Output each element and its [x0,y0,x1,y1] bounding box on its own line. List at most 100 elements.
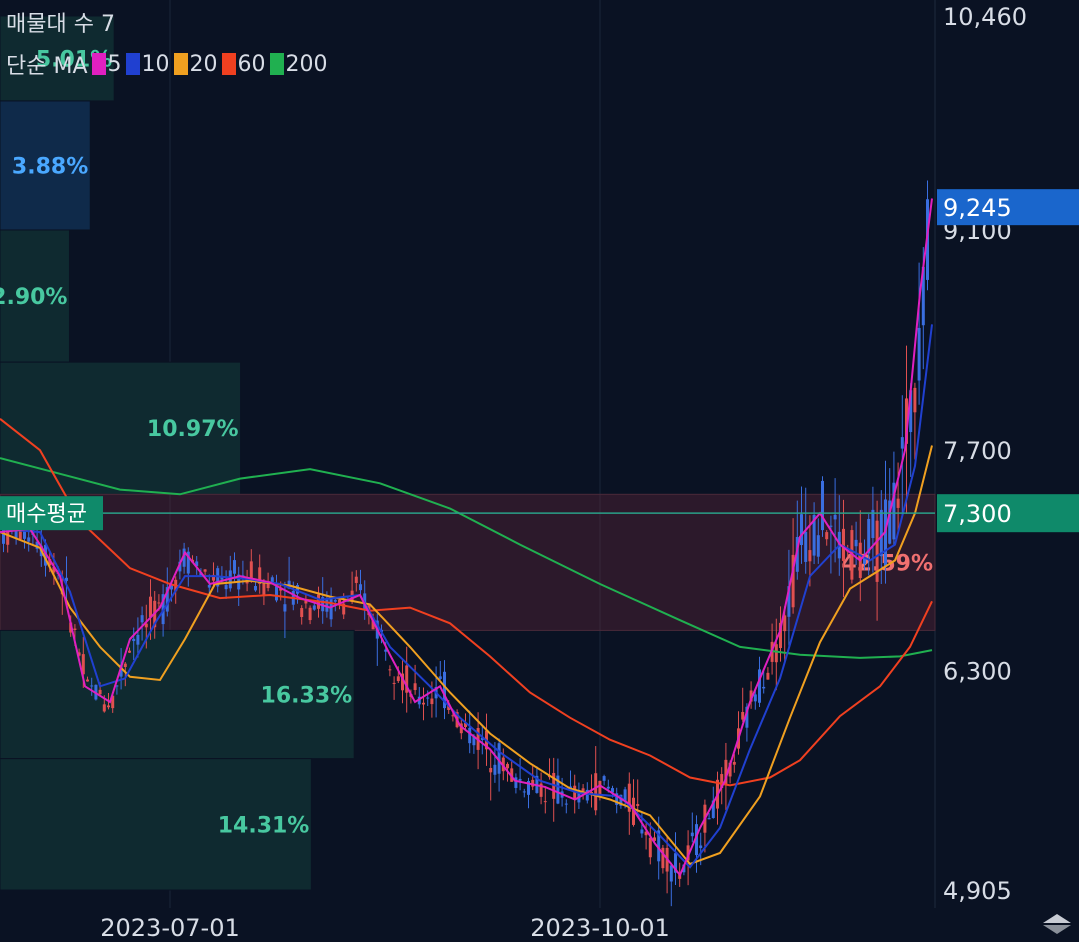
candle-body [753,694,757,702]
candle-body [863,558,866,564]
candle-body [905,398,908,444]
candle-body [892,482,896,540]
ma-legend-prefix: 단순 MA [6,54,88,79]
candle-body [699,845,703,849]
candle-body [842,528,845,561]
candle-body [392,682,396,684]
candle-body [308,607,312,621]
candle-body [732,761,736,765]
ma-swatch-5 [91,53,106,75]
candle-body [212,574,215,581]
ma5-line [0,198,933,878]
axis-scale-toggle-icon[interactable] [1041,912,1073,936]
candle-body [627,783,631,812]
candle-body [720,774,724,789]
candle-body [111,695,115,709]
volume-bar-6 [0,758,312,891]
candle-body [724,759,728,786]
current-price-label: 9,245 [943,194,1012,222]
candle-body [300,608,304,618]
y-tick-2: 7,700 [943,437,1012,465]
candle-body [44,544,47,566]
candle-body [795,536,799,572]
candle-body [917,327,921,381]
ma-swatch-10 [125,53,140,75]
candle-body [123,663,127,667]
candle-body [871,509,875,539]
avg-buy-price-tag [937,494,1079,533]
candle-body [539,783,543,797]
candle-body [783,615,787,632]
candle-body [338,599,341,606]
candle-body [741,711,745,720]
candle-body [598,780,602,796]
candle-body [758,669,761,703]
candle-body [371,617,375,630]
candle-body [65,577,68,581]
volume-label-5: 16.33% [261,684,353,709]
candle-body [745,706,749,728]
candle-body [913,387,917,413]
candle-body [921,266,925,326]
candle-body [804,531,808,562]
ma-swatch-200 [269,53,284,75]
ma-legend: 단순 MA 5 10 20 60 200 [6,48,328,80]
candle-body [249,561,253,581]
candle-body [422,702,425,705]
avg-buy-label: 매수평균 [6,502,87,527]
candle-body [426,697,430,699]
date-axis: 2023-07-01 2023-10-01 [0,908,1079,942]
candle-body [102,704,106,712]
candle-body [346,600,350,602]
candle-body [270,577,274,584]
candle-body [178,561,182,572]
candle-body [884,499,887,567]
candle-body [825,532,829,540]
candle-body [140,615,144,623]
candle-body [430,698,434,705]
candle-body [829,525,833,527]
candle-body [81,654,85,675]
candle-body [686,845,690,861]
ma200-line [0,457,933,659]
candle-body [115,685,119,687]
ma-label-10: 10 [141,51,170,77]
candle-body [401,673,404,691]
candle-body [258,567,262,584]
candle-body [451,715,455,717]
candle-body [888,500,892,544]
candle-body [90,685,94,687]
candle-body [195,561,199,567]
candle-body [86,679,89,682]
candle-body [468,727,472,744]
candle-body [304,599,308,604]
y-tick-4: 4,905 [943,877,1012,905]
candle-body [417,696,421,705]
candle-body [879,509,883,557]
candle-body [98,689,102,695]
ma-label-5: 5 [107,51,122,77]
candle-body [522,791,526,793]
candle-body [661,847,665,869]
volume-label-2: 2.90% [0,285,67,310]
candle-body [644,831,648,836]
candle-body [821,480,824,531]
candle-body [774,644,778,663]
candle-body [52,567,56,573]
moving-average-lines [0,198,933,878]
ma-label-20: 20 [189,51,218,77]
candle-body [779,622,782,649]
avg-buy-tag [0,496,103,531]
ma-swatch-60 [221,53,236,75]
candle-body [254,586,257,591]
ma20-line [0,445,933,866]
x-tick-0: 2023-07-01 [100,914,239,942]
candle-body [606,786,610,789]
candle-body [514,777,518,788]
candle-body [283,604,287,612]
candle-body [35,541,39,549]
candle-body [396,676,400,682]
candle-body [14,526,18,539]
